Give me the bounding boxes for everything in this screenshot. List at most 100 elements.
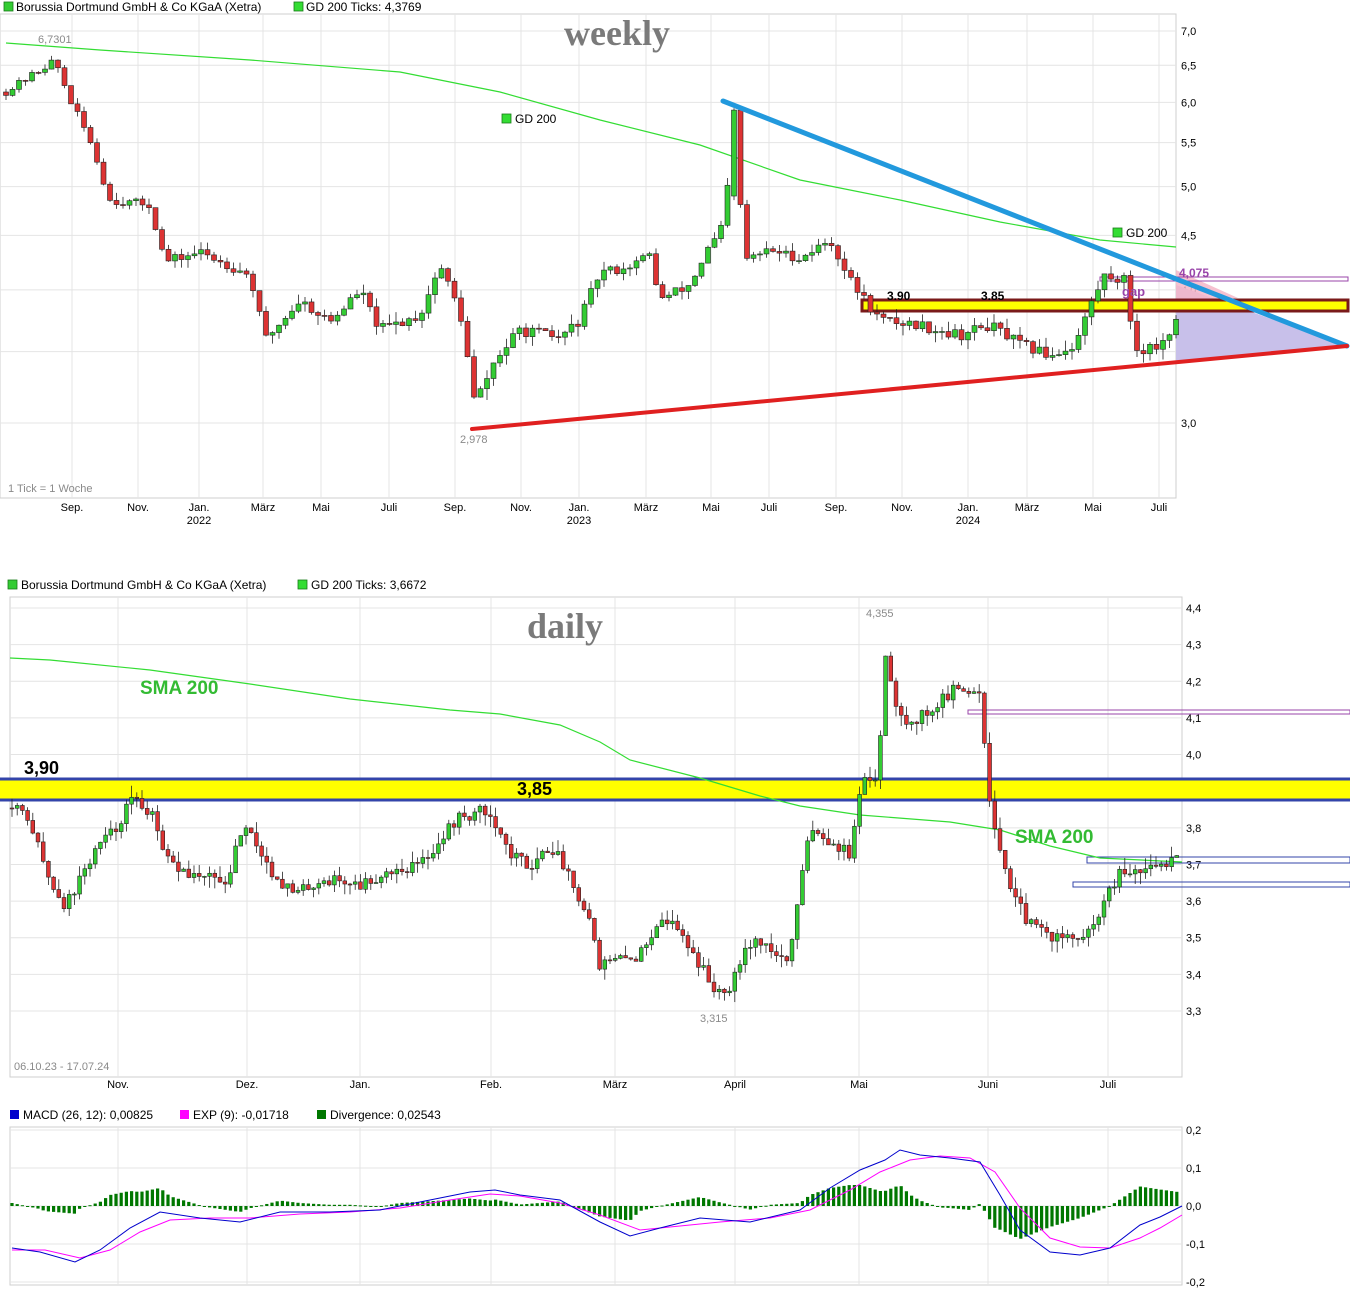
weekly-candle-body [159, 229, 165, 250]
daily-x-tick-label: Nov. [107, 1079, 129, 1091]
weekly-candle [594, 279, 601, 298]
daily-x-tick-label: Juni [978, 1079, 998, 1091]
macd-divergence-bar [525, 1203, 529, 1206]
daily-candle [212, 869, 217, 889]
weekly-candle [854, 272, 861, 300]
daily-candle-body [155, 811, 160, 832]
weekly-candle-body [1166, 334, 1173, 341]
macd-divergence-bar [249, 1206, 253, 1208]
daily-candle-body [841, 844, 847, 852]
macd-divergence-bar [114, 1193, 118, 1206]
daily-candle-body [456, 812, 462, 828]
daily-candle-body [971, 691, 977, 694]
macd-divergence-bar [416, 1201, 420, 1206]
daily-candle [46, 860, 51, 886]
daily-candle [1013, 877, 1018, 907]
daily-x-tick-label: Juli [1100, 1079, 1117, 1091]
weekly-legend-swatch-gd [293, 1, 304, 12]
weekly-candle [87, 125, 94, 145]
daily-candle-body [254, 832, 259, 847]
macd-divergence-bar [1045, 1206, 1049, 1229]
weekly-candle-body [562, 331, 568, 338]
daily-candle-body [742, 947, 748, 966]
weekly-candle [458, 290, 464, 327]
daily-candle-body [602, 959, 608, 970]
macd-y-axis: 0,2 0,1 0,0 -0,1 -0,2 [1186, 1125, 1205, 1289]
weekly-candle-body [360, 292, 367, 296]
daily-candle [945, 685, 951, 703]
daily-candle-body [384, 871, 389, 878]
daily-panel: Borussia Dortmund GmbH & Co KGaA (Xetra)… [0, 578, 1350, 1091]
weekly-candle-body [165, 248, 172, 262]
weekly-candle-body [464, 320, 471, 357]
weekly-legend-gd: GD 200 Ticks: 4,3769 [306, 0, 422, 14]
weekly-candle-body [438, 268, 445, 279]
weekly-candles [3, 55, 1179, 401]
daily-candle-body [976, 691, 982, 694]
weekly-candle [42, 64, 48, 76]
macd-divergence-bar [312, 1203, 316, 1206]
weekly-plot-frame [0, 13, 1177, 499]
daily-candle-body [867, 777, 873, 781]
daily-candle [129, 785, 134, 815]
weekly-candle-body [653, 253, 659, 285]
daily-legend-gd: GD 200 Ticks: 3,6672 [311, 578, 427, 592]
weekly-candle-body [477, 388, 484, 398]
macd-divergence-bar [353, 1205, 357, 1207]
daily-candle-body [415, 862, 420, 864]
daily-candle [1159, 861, 1164, 872]
weekly-candle [809, 244, 815, 262]
daily-candle [1002, 849, 1008, 874]
macd-divergence-bar [468, 1198, 472, 1206]
daily-candle [654, 924, 660, 938]
weekly-candle [406, 316, 412, 331]
weekly-candle [100, 158, 107, 186]
weekly-candle-body [16, 80, 22, 90]
weekly-candle [1004, 318, 1010, 341]
weekly-candle-body [198, 249, 204, 255]
daily-candle-body [893, 680, 899, 707]
weekly-candle-body [731, 109, 737, 197]
daily-candle [857, 786, 862, 835]
macd-divergence-bar [504, 1201, 508, 1206]
macd-divergence-bar [317, 1204, 321, 1206]
macd-divergence-bar [57, 1206, 61, 1213]
weekly-candle-body [224, 261, 230, 270]
weekly-resistance-zone [860, 298, 1350, 313]
daily-candle-body [436, 843, 441, 854]
daily-candle [1117, 865, 1122, 894]
daily-candle [462, 805, 467, 821]
daily-candle-body [649, 937, 654, 946]
daily-candle [181, 867, 186, 872]
macd-y-tick-label: 0,2 [1186, 1125, 1201, 1137]
daily-candle-body [82, 868, 88, 877]
weekly-candle [861, 284, 867, 299]
daily-candle [540, 849, 545, 862]
weekly-candle [562, 330, 568, 346]
weekly-candle-body [1043, 346, 1049, 358]
weekly-candle-body [152, 207, 159, 230]
macd-divergence-bar [36, 1206, 40, 1209]
daily-candle-body [826, 838, 831, 846]
macd-divergence-bar [717, 1202, 721, 1206]
weekly-x-tick-label: Nov. [127, 502, 149, 514]
weekly-candle-body [984, 327, 991, 332]
daily-sma200-label-b: SMA 200 [1015, 827, 1094, 848]
macd-divergence-bar [582, 1206, 586, 1211]
daily-candle-body [550, 852, 556, 855]
daily-candle [576, 883, 582, 907]
daily-candle-body [956, 684, 961, 690]
daily-candle-body [259, 845, 264, 857]
daily-candle [909, 721, 914, 731]
macd-divergence-bar [998, 1206, 1002, 1230]
macd-divergence-bar [728, 1204, 732, 1206]
weekly-candle [360, 284, 367, 304]
macd-divergence-bar [670, 1203, 674, 1206]
weekly-candle-body [178, 254, 185, 260]
weekly-candle-body [516, 327, 523, 334]
daily-candle [664, 910, 670, 931]
macd-divergence-bar [556, 1201, 560, 1206]
weekly-candle [575, 319, 581, 337]
weekly-candle [224, 257, 230, 273]
weekly-candle-body [243, 270, 250, 275]
